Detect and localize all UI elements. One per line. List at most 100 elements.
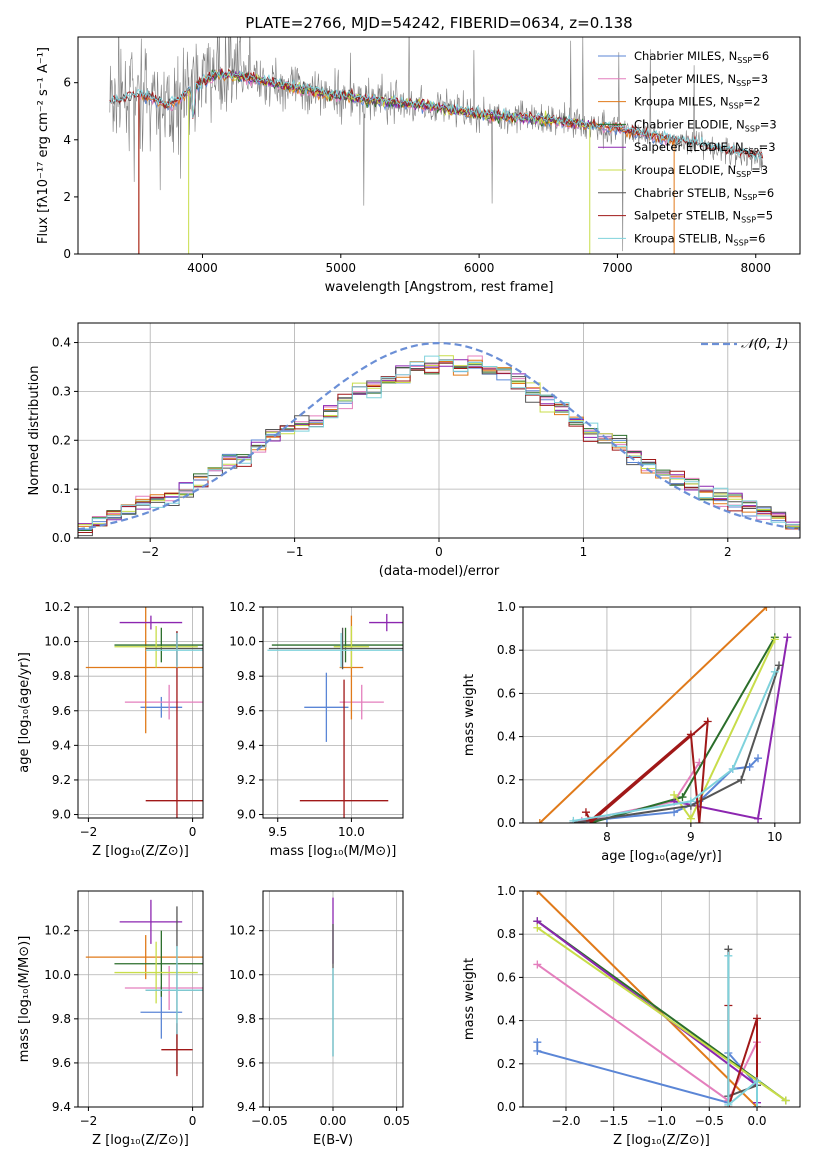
plot-frame <box>262 606 404 819</box>
model-spectrum-kroupa-stelib <box>109 69 763 161</box>
weight-marker <box>762 607 771 611</box>
weight-marker <box>569 816 578 823</box>
weight-marker <box>581 808 590 817</box>
legend-entry: Salpeter MILES, NSSP=3 <box>634 72 768 88</box>
plot-area <box>267 613 403 818</box>
x-tick-label: −2 <box>80 825 98 839</box>
y-tick-label: 0.4 <box>497 1014 516 1028</box>
y-tick-label: 10.0 <box>44 968 71 982</box>
legend-count: =3 <box>751 72 768 86</box>
y-tick-label: 9.4 <box>237 738 256 752</box>
weight-series-line <box>727 955 758 1107</box>
weight-marker <box>745 762 754 771</box>
x-tick-label: 0 <box>435 545 443 559</box>
weight-marker <box>724 951 733 960</box>
weight-marker <box>533 960 542 969</box>
y-tick-label: 9.8 <box>237 669 256 683</box>
y-tick-label: 9.4 <box>52 1100 71 1114</box>
legend-text: Kroupa MILES, N <box>634 95 729 109</box>
weight-marker <box>781 1096 790 1105</box>
y-tick-label: 1.0 <box>497 884 516 898</box>
legend-subscript: SSP <box>742 193 757 202</box>
y-tick-label: 9.6 <box>237 1056 256 1070</box>
weight-marker <box>728 765 737 773</box>
x-tick-label: −2 <box>80 1114 98 1128</box>
observed-spectrum-line <box>109 37 763 252</box>
y-tick-label: 2 <box>63 190 71 204</box>
weight-marker <box>753 1014 762 1023</box>
y-axis-label: Flux [fλ10⁻¹⁷ erg cm⁻² s⁻¹ A⁻¹] <box>36 47 51 244</box>
x-tick-label: 1 <box>580 545 588 559</box>
legend-text: Chabrier MILES, N <box>634 49 737 63</box>
legend-count: =3 <box>751 163 768 177</box>
x-tick-label: 6000 <box>464 261 495 275</box>
x-tick-label: 4000 <box>187 261 218 275</box>
weight-series-line <box>536 891 758 1107</box>
y-tick-label: 0.8 <box>497 643 516 657</box>
plot-area <box>85 899 203 1077</box>
weight-series-line <box>573 664 780 823</box>
plot-frame <box>77 606 204 819</box>
legend-subscript: SSP <box>736 170 751 179</box>
weight-marker <box>533 891 542 895</box>
legend-subscript: SSP <box>737 56 752 65</box>
weight-series-line <box>539 607 768 823</box>
y-tick-label: 4 <box>63 133 71 147</box>
histogram-kroupa-stelib <box>78 355 800 538</box>
y-tick-label: 0.0 <box>497 1100 516 1114</box>
weight-marker <box>533 923 542 932</box>
plot-area <box>85 607 203 818</box>
x-axis-label: Z [log₁₀(Z/Z⊙)] <box>613 1133 710 1148</box>
y-tick-label: 9.0 <box>52 808 71 822</box>
legend-entry: Kroupa STELIB, NSSP=6 <box>634 231 765 247</box>
x-tick-label: 0.0 <box>747 1114 766 1128</box>
weight-series-line <box>573 671 776 822</box>
y-tick-label: 9.6 <box>52 1056 71 1070</box>
y-tick-label: 9.0 <box>237 808 256 822</box>
y-tick-label: 0.2 <box>52 433 71 447</box>
y-tick-label: 9.4 <box>52 738 71 752</box>
age-vs-metallicity-panel: −2 0 9.0 9.2 9.4 9.6 9.8 10.0 10.2 Z [log₁₀(Z/Z⊙)… <box>17 600 204 859</box>
mass-weight-vs-age-panel: 8 9 10 0.0 0.2 0.4 0.6 0.8 1.0 age [log₁₀(age/yr)… <box>462 600 801 864</box>
y-axis-label: mass [log₁₀(M/M⊙)] <box>17 936 32 1063</box>
x-axis-label: (data-model)/error <box>379 564 500 579</box>
y-axis-label: mass weight <box>462 674 477 756</box>
weight-marker <box>695 819 704 823</box>
weight-marker <box>754 814 763 823</box>
weight-marker <box>670 808 679 817</box>
y-tick-label: 0.6 <box>497 686 516 700</box>
legend-subscript: SSP <box>736 79 751 88</box>
legend-text: Salpeter ELODIE, N <box>634 140 744 154</box>
weight-series-line <box>585 719 709 823</box>
y-tick-label: 6 <box>63 76 71 90</box>
x-axis-label: wavelength [Angstrom, rest frame] <box>325 280 554 295</box>
x-tick-label: −2.0 <box>551 1114 580 1128</box>
y-tick-label: 9.8 <box>52 669 71 683</box>
legend-entry: Kroupa MILES, NSSP=2 <box>634 95 760 111</box>
y-tick-label: 9.8 <box>52 1012 71 1026</box>
mass-vs-ebv-panel: −0.05 0.00 0.05 9.4 9.6 9.8 10.0 10.2 E(B-V) <box>229 890 410 1148</box>
y-tick-label: 0.1 <box>52 482 71 496</box>
weight-marker <box>775 661 784 670</box>
x-tick-label: 10 <box>767 830 782 844</box>
y-tick-label: 0.3 <box>52 384 71 398</box>
weight-marker <box>754 754 763 763</box>
weight-marker <box>670 790 679 799</box>
weight-marker <box>753 1077 762 1086</box>
weight-marker <box>686 730 695 739</box>
legend-text: Kroupa ELODIE, N <box>634 163 736 177</box>
x-tick-label: −1.0 <box>647 1114 676 1128</box>
legend-entry: Chabrier ELODIE, NSSP=3 <box>634 117 777 133</box>
legend-subscript: SSP <box>741 216 756 225</box>
plot-area <box>78 341 800 538</box>
legend-count: =5 <box>756 209 773 223</box>
y-tick-label: 10.2 <box>44 924 71 938</box>
legend-subscript: SSP <box>744 147 759 156</box>
x-tick-label: 7000 <box>602 261 633 275</box>
legend-text: Kroupa STELIB, N <box>634 231 734 245</box>
legend-count: =2 <box>744 95 761 109</box>
y-tick-label: 10.2 <box>229 600 256 614</box>
legend-entry: Kroupa ELODIE, NSSP=3 <box>634 163 768 179</box>
legend-entry: Chabrier STELIB, NSSP=6 <box>634 186 774 202</box>
